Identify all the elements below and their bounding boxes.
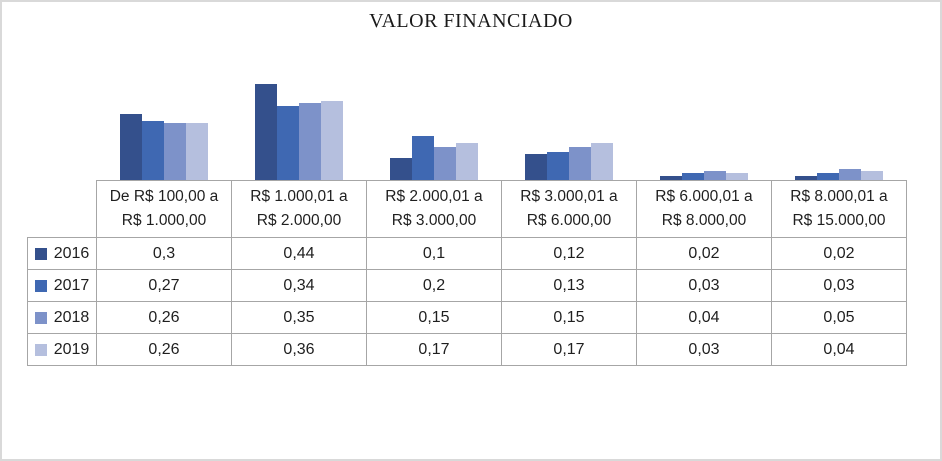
series-label-cell: 2019: [27, 333, 97, 366]
bar-2019[interactable]: [455, 143, 478, 180]
category-header-cell: R$ 1.000,01 a R$ 2.000,00: [231, 180, 367, 238]
category-header-line: R$ 1.000,01 a: [250, 187, 348, 205]
bar-2017[interactable]: [276, 106, 299, 180]
value-cell: 0,3: [96, 237, 232, 270]
category-header-cell: R$ 8.000,01 a R$ 15.000,00: [771, 180, 907, 238]
value-cell: 0,1: [366, 237, 502, 270]
bar-2019[interactable]: [185, 123, 208, 180]
bar-2019[interactable]: [590, 143, 613, 180]
chart-data-table: De R$ 100,00 a R$ 1.000,00 R$ 1.000,01 a R$…: [27, 180, 907, 366]
series-name: 2016: [53, 244, 90, 262]
bar-2018[interactable]: [163, 123, 186, 180]
value-cell: 0,13: [501, 269, 637, 302]
value-cell: 0,15: [501, 301, 637, 334]
value-cell: 0,34: [231, 269, 367, 302]
value-cell: 0,03: [771, 269, 907, 302]
bar-2019[interactable]: [725, 173, 748, 180]
bar-2016[interactable]: [659, 176, 682, 180]
bar-group: [96, 34, 231, 180]
bar-2016[interactable]: [794, 176, 817, 180]
category-header-line: R$ 15.000,00: [792, 212, 886, 229]
bar-group: [501, 34, 636, 180]
value-cell: 0,17: [366, 333, 502, 366]
value-cell: 0,12: [501, 237, 637, 270]
value-cell: 0,15: [366, 301, 502, 334]
series-name: 2019: [53, 340, 90, 358]
series-row: 2018 0,26 0,35 0,15 0,15 0,04 0,05: [27, 301, 907, 334]
series-label-cell: 2016: [27, 237, 97, 270]
series-label-cell: 2017: [27, 269, 97, 302]
category-header-cell: R$ 6.000,01 a R$ 8.000,00: [636, 180, 772, 238]
category-header-line: R$ 6.000,01 a: [655, 187, 753, 205]
bar-2016[interactable]: [389, 158, 412, 180]
bar-2017[interactable]: [681, 173, 704, 180]
value-cell: 0,2: [366, 269, 502, 302]
bar-2016[interactable]: [119, 114, 142, 180]
category-header-line: R$ 8.000,00: [661, 212, 747, 229]
bar-2017[interactable]: [411, 136, 434, 180]
legend-swatch-2017: [34, 279, 47, 292]
category-header-line: De R$ 100,00 a: [109, 187, 219, 205]
value-cell: 0,04: [636, 301, 772, 334]
value-cell: 0,27: [96, 269, 232, 302]
bar-2018[interactable]: [838, 169, 861, 180]
bar-2017[interactable]: [546, 152, 569, 180]
bar-group: [231, 34, 366, 180]
category-header-cell: De R$ 100,00 a R$ 1.000,00: [96, 180, 232, 238]
category-header-line: R$ 8.000,01 a: [790, 187, 888, 205]
series-row: 2019 0,26 0,36 0,17 0,17 0,03 0,04: [27, 333, 907, 366]
bar-2018[interactable]: [298, 103, 321, 180]
series-name: 2018: [53, 308, 90, 326]
category-header-line: R$ 3.000,01 a: [520, 187, 618, 205]
category-header-cell: R$ 3.000,01 a R$ 6.000,00: [501, 180, 637, 238]
bar-group: [366, 34, 501, 180]
legend-swatch-2018: [34, 311, 47, 324]
legend-swatch-2016: [34, 247, 47, 260]
category-header-line: R$ 2.000,01 a: [385, 187, 483, 205]
series-row: 2016 0,3 0,44 0,1 0,12 0,02 0,02: [27, 237, 907, 270]
bar-2018[interactable]: [568, 147, 591, 180]
series-name: 2017: [53, 276, 90, 294]
value-cell: 0,02: [636, 237, 772, 270]
bar-2019[interactable]: [860, 171, 883, 180]
category-header-line: R$ 3.000,00: [391, 212, 477, 229]
series-row: 2017 0,27 0,34 0,2 0,13 0,03 0,03: [27, 269, 907, 302]
value-cell: 0,26: [96, 301, 232, 334]
category-header-cell: R$ 2.000,01 a R$ 3.000,00: [366, 180, 502, 238]
value-cell: 0,17: [501, 333, 637, 366]
category-header-line: R$ 2.000,00: [256, 212, 342, 229]
bar-2016[interactable]: [254, 84, 277, 180]
table-corner-cell: [28, 181, 97, 238]
value-cell: 0,02: [771, 237, 907, 270]
value-cell: 0,04: [771, 333, 907, 366]
value-cell: 0,26: [96, 333, 232, 366]
bar-2018[interactable]: [703, 171, 726, 180]
legend-swatch-2019: [34, 343, 47, 356]
value-cell: 0,03: [636, 269, 772, 302]
bar-group: [771, 34, 906, 180]
value-cell: 0,44: [231, 237, 367, 270]
series-label-cell: 2018: [27, 301, 97, 334]
value-cell: 0,05: [771, 301, 907, 334]
bar-2019[interactable]: [320, 101, 343, 180]
bar-2016[interactable]: [524, 154, 547, 180]
bar-2017[interactable]: [816, 173, 839, 180]
value-cell: 0,36: [231, 333, 367, 366]
bar-2018[interactable]: [433, 147, 456, 180]
value-cell: 0,03: [636, 333, 772, 366]
value-cell: 0,35: [231, 301, 367, 334]
bar-2017[interactable]: [141, 121, 164, 180]
chart-title: VALOR FINANCIADO: [369, 10, 573, 32]
bar-group: [636, 34, 771, 180]
category-header-line: R$ 1.000,00: [121, 212, 207, 229]
plot-area: [96, 34, 908, 180]
category-header-line: R$ 6.000,00: [526, 212, 612, 229]
